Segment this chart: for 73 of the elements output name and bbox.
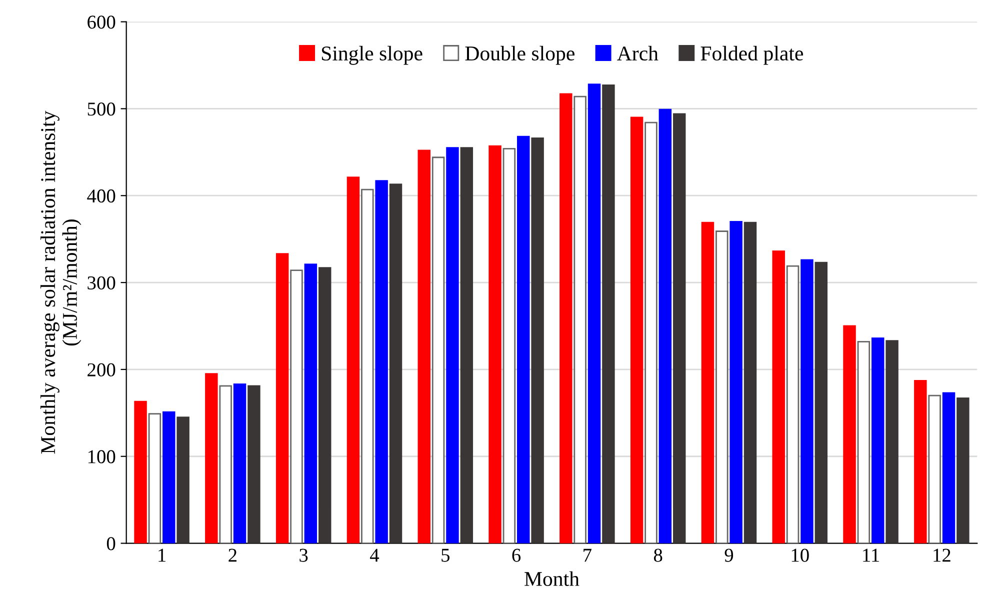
y-tick-label: 0	[106, 537, 116, 550]
bar	[346, 176, 360, 544]
bar	[318, 267, 332, 544]
bar	[248, 385, 260, 544]
y-tick-label: 100	[88, 450, 116, 464]
bar	[928, 394, 941, 544]
y-tick-label: 300	[88, 276, 116, 290]
bar	[872, 337, 884, 544]
bar	[233, 384, 246, 544]
bar	[176, 416, 190, 544]
bar	[502, 148, 516, 544]
legend-label: Folded plate	[700, 46, 804, 65]
bar	[304, 264, 318, 544]
bar	[389, 184, 402, 544]
bar	[800, 259, 814, 544]
x-tick-label: 7	[584, 548, 592, 562]
bar	[716, 230, 728, 544]
y-tick-label: 400	[87, 189, 116, 203]
bar	[290, 270, 303, 544]
x-tick-label: 9	[724, 548, 734, 562]
bar	[375, 180, 388, 544]
bar	[162, 411, 176, 544]
bar	[446, 147, 459, 544]
x-tick-label: 11	[863, 548, 879, 562]
x-axis-title: Month	[524, 571, 580, 586]
x-tick-label: 2	[228, 548, 236, 562]
bar	[730, 220, 742, 544]
bar	[418, 150, 430, 544]
bar	[786, 265, 800, 544]
bar	[517, 136, 530, 544]
bar	[956, 397, 970, 544]
bar	[134, 400, 147, 544]
legend-label: Single slope	[322, 46, 422, 65]
bar	[560, 93, 572, 544]
legend-label: Arch	[617, 46, 658, 61]
bar	[531, 138, 544, 544]
bar	[658, 108, 672, 544]
bar	[644, 122, 658, 544]
x-tick-label: 4	[370, 548, 380, 562]
bar	[148, 413, 162, 544]
bar	[942, 392, 956, 544]
legend-label: Double slope	[465, 46, 574, 65]
bar	[276, 253, 289, 544]
y-tick-label: 200	[88, 363, 116, 376]
bar	[886, 340, 898, 544]
x-tick-label: 12	[934, 548, 950, 562]
bar	[744, 222, 757, 544]
bar	[814, 262, 828, 544]
x-tick-label: 5	[442, 548, 450, 562]
bar	[672, 113, 686, 544]
bar	[857, 340, 870, 544]
bar	[772, 250, 785, 544]
x-tick-label: 6	[512, 548, 521, 562]
bar	[630, 116, 644, 544]
x-tick-label: 3	[300, 548, 308, 562]
bar	[361, 188, 374, 544]
bar	[843, 325, 856, 544]
y-tick-label: 600	[88, 16, 116, 29]
y-axis-title: Monthly average solar radiation intensity (MJ/m²/month)	[40, 110, 82, 454]
x-tick-label: 8	[654, 548, 662, 562]
bar	[205, 373, 218, 544]
bar	[701, 222, 714, 544]
bar	[588, 84, 601, 544]
bar	[914, 380, 927, 544]
bar	[219, 385, 232, 544]
x-tick-label: 10	[792, 548, 809, 562]
bar	[432, 156, 445, 544]
y-tick-label: 500	[88, 102, 116, 116]
x-tick-label: 1	[158, 548, 166, 562]
bar	[488, 145, 502, 544]
bar	[602, 84, 615, 544]
bar	[460, 147, 474, 544]
bar	[574, 96, 586, 544]
